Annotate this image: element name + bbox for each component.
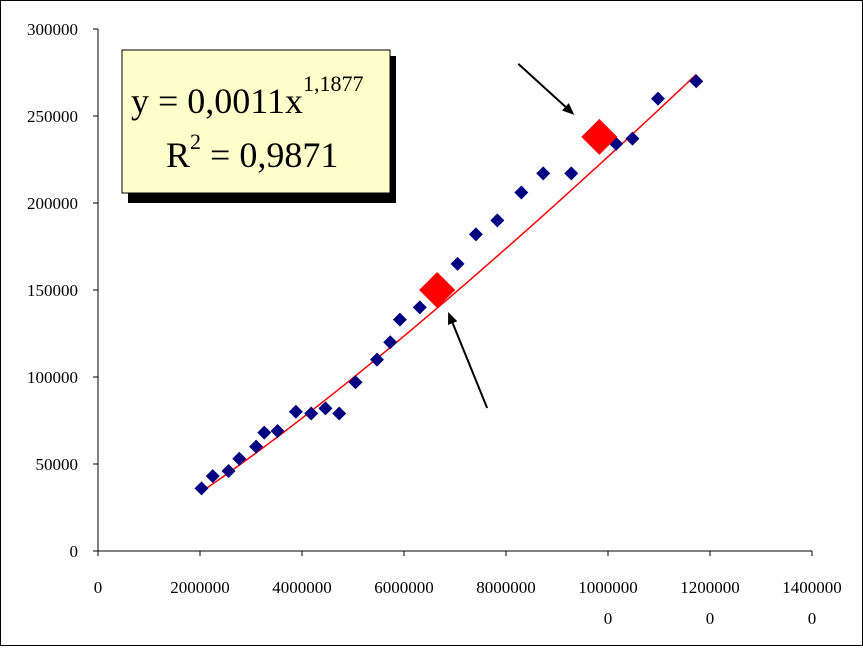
data-point <box>383 335 398 350</box>
data-point <box>514 185 529 200</box>
data-points <box>194 74 704 496</box>
data-point <box>194 481 209 496</box>
data-point <box>332 406 347 421</box>
highlight-point <box>581 118 618 155</box>
x-tick-label: 0 <box>94 578 103 597</box>
data-point <box>304 406 319 421</box>
y-tick-label: 200000 <box>27 194 78 213</box>
x-tick-label: 8000000 <box>476 578 536 597</box>
data-point <box>564 166 579 181</box>
arrow-shaft <box>451 322 489 409</box>
y-tick-label: 300000 <box>27 20 78 39</box>
r-squared-value: = 0,9871 <box>201 135 338 175</box>
equation-text: y = 0,0011x1,1877 <box>131 71 363 121</box>
data-point <box>318 401 333 416</box>
r-squared-text: R2 = 0,9871 <box>166 129 338 175</box>
y-tick-label: 100000 <box>27 368 78 387</box>
data-point <box>468 227 483 242</box>
data-point <box>369 352 384 367</box>
data-point <box>348 375 363 390</box>
data-point <box>221 463 236 478</box>
annotation-arrows <box>448 63 575 409</box>
data-point <box>270 423 285 438</box>
highlight-markers <box>419 118 618 308</box>
x-tick-label: 4000000 <box>272 578 332 597</box>
equation-box: y = 0,0011x1,1877 R2 = 0,9871 <box>121 49 396 203</box>
x-tick-label: 2000000 <box>170 578 230 597</box>
equation-box-background <box>121 49 391 194</box>
data-point <box>249 439 264 454</box>
equation-main: y = 0,0011x <box>131 81 303 121</box>
trendline <box>199 73 697 494</box>
data-point <box>392 312 407 327</box>
r-squared-superscript: 2 <box>190 129 201 154</box>
x-tick-label: 1000000 <box>578 578 638 597</box>
arrow-head <box>562 103 575 115</box>
x-tick-label: 0 <box>706 609 715 628</box>
data-point <box>412 300 427 315</box>
data-point <box>490 213 505 228</box>
arrow-head <box>448 312 458 325</box>
x-tick-label: 1400000 <box>782 578 842 597</box>
data-point <box>257 425 272 440</box>
y-tick-label: 50000 <box>36 455 79 474</box>
data-point <box>650 91 665 106</box>
data-point <box>450 256 465 271</box>
x-tick-label: 1200000 <box>680 578 740 597</box>
x-tick-label: 6000000 <box>374 578 434 597</box>
data-point <box>232 451 247 466</box>
y-tick-label: 150000 <box>27 281 78 300</box>
arrow-shaft <box>517 63 567 108</box>
data-point <box>689 74 704 89</box>
highlight-point <box>419 272 456 308</box>
data-point <box>625 131 640 146</box>
r-squared-symbol: R <box>166 135 190 175</box>
x-tick-label: 0 <box>808 609 817 628</box>
y-tick-label: 250000 <box>27 107 78 126</box>
trendline-path <box>199 73 697 494</box>
x-tick-label: 0 <box>604 609 613 628</box>
equation-exponent: 1,1877 <box>303 71 364 96</box>
y-tick-label: 0 <box>70 542 79 561</box>
data-point <box>288 404 303 419</box>
data-point <box>536 166 551 181</box>
data-point <box>205 469 220 484</box>
